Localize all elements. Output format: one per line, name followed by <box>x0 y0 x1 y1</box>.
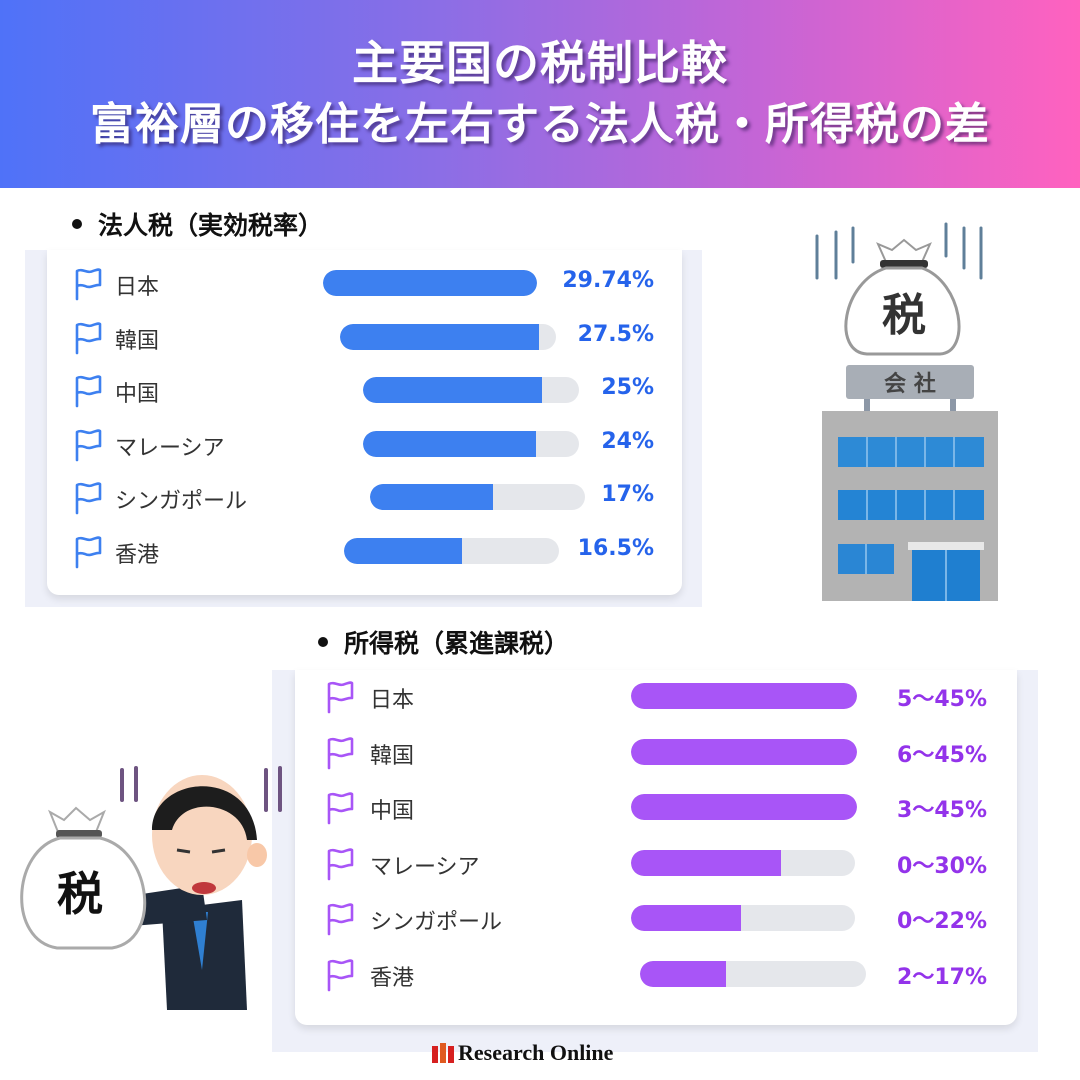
corporate-tax-title: 法人税（実効税率） <box>98 211 324 240</box>
value-label: 6〜45% <box>897 742 987 768</box>
country-label: 中国 <box>115 382 160 407</box>
country-label: シンガポール <box>370 910 503 935</box>
chart-row: 日本 5〜45% <box>295 676 1017 716</box>
bar-track <box>363 377 579 403</box>
bar-track <box>631 794 857 820</box>
bar-fill <box>631 905 741 931</box>
value-label: 0〜30% <box>897 853 987 879</box>
bar-fill <box>363 377 543 403</box>
country-label: マレーシア <box>370 854 480 880</box>
chart-row: 香港 16.5% <box>47 531 682 571</box>
corporate-tax-card: 日本 29.74% 韓国 27.5% 中国 25% マレーシア 24% シンガポール 17% 香港 1… <box>47 250 682 595</box>
bar-track <box>631 683 857 709</box>
bullet-icon <box>318 637 328 647</box>
svg-text:税: 税 <box>882 290 926 341</box>
value-label: 17% <box>601 482 654 507</box>
bar-track <box>631 905 855 931</box>
country-label: シンガポール <box>115 489 248 514</box>
flag-icon <box>325 736 355 770</box>
bar-track <box>344 537 559 564</box>
company-tax-illustration: 税 会 社 <box>812 222 1002 602</box>
bar-fill <box>631 794 857 820</box>
value-label: 29.74% <box>562 268 654 293</box>
country-label: 韓国 <box>370 743 415 769</box>
income-tax-panel: 日本 5〜45% 韓国 6〜45% 中国 3〜45% マレーシア 0〜30% シンガポール 0〜2… <box>272 670 1038 1052</box>
logo-mark-icon <box>432 1043 454 1063</box>
value-label: 2〜17% <box>897 964 987 990</box>
flag-icon <box>73 428 103 462</box>
flag-icon <box>73 321 103 355</box>
page-title: 主要国の税制比較 <box>352 36 728 90</box>
bar-track <box>323 270 537 296</box>
bar-fill <box>340 323 539 350</box>
svg-text:会 社: 会 社 <box>884 371 936 397</box>
country-label: 香港 <box>370 965 415 991</box>
value-label: 24% <box>601 428 654 454</box>
bar-fill <box>631 683 857 709</box>
corporate-tax-heading: 法人税（実効税率） <box>72 206 323 242</box>
chart-row: 韓国 27.5% <box>47 317 682 357</box>
country-label: 韓国 <box>115 328 160 354</box>
bar-fill <box>344 537 463 564</box>
bar-fill <box>323 270 537 296</box>
header-banner: 主要国の税制比較 富裕層の移住を左右する法人税・所得税の差 <box>0 0 1080 188</box>
bar-fill <box>370 484 493 510</box>
chart-row: 中国 25% <box>47 370 682 410</box>
logo-text: Research Online <box>458 1040 614 1065</box>
flag-icon <box>73 267 103 301</box>
chart-row: シンガポール 17% <box>47 477 682 517</box>
flag-icon <box>325 680 355 714</box>
value-label: 3〜45% <box>897 798 987 823</box>
country-label: マレーシア <box>115 435 225 461</box>
bar-fill <box>640 960 726 987</box>
chart-row: 中国 3〜45% <box>295 787 1017 827</box>
flag-icon <box>325 902 355 936</box>
bar-fill <box>363 430 536 457</box>
value-label: 16.5% <box>577 535 654 561</box>
research-online-logo: Research Online <box>432 1040 613 1066</box>
flag-icon <box>73 481 103 515</box>
bar-track <box>631 849 855 876</box>
income-tax-heading: 所得税（累進課税） <box>318 624 569 660</box>
flag-icon <box>325 791 355 825</box>
bar-track <box>640 960 866 987</box>
value-label: 27.5% <box>577 321 654 347</box>
svg-text:税: 税 <box>57 867 103 921</box>
chart-row: シンガポール 0〜22% <box>295 898 1017 938</box>
value-label: 5〜45% <box>897 687 987 712</box>
bar-track <box>340 323 556 350</box>
country-label: 香港 <box>115 542 160 568</box>
country-label: 日本 <box>370 688 415 713</box>
corporate-tax-panel: 日本 29.74% 韓国 27.5% 中国 25% マレーシア 24% シンガポール 17% 香港 1… <box>25 250 702 607</box>
flag-icon <box>73 374 103 408</box>
chart-row: 香港 2〜17% <box>295 954 1017 994</box>
country-label: 日本 <box>115 275 160 300</box>
taxpayer-illustration: 税 <box>12 760 282 1020</box>
chart-row: 日本 29.74% <box>47 263 682 303</box>
chart-row: 韓国 6〜45% <box>295 732 1017 772</box>
bar-fill <box>631 849 782 876</box>
chart-row: マレーシア 0〜30% <box>295 843 1017 883</box>
flag-icon <box>325 847 355 881</box>
value-label: 0〜22% <box>897 909 987 934</box>
flag-icon <box>325 958 355 992</box>
income-tax-title: 所得税（累進課税） <box>344 629 570 658</box>
country-label: 中国 <box>370 799 415 824</box>
chart-row: マレーシア 24% <box>47 424 682 464</box>
value-label: 25% <box>601 375 654 400</box>
page-subtitle: 富裕層の移住を左右する法人税・所得税の差 <box>90 99 990 150</box>
bar-track <box>370 484 585 510</box>
income-tax-card: 日本 5〜45% 韓国 6〜45% 中国 3〜45% マレーシア 0〜30% シンガポール 0〜2… <box>295 670 1017 1025</box>
bar-track <box>631 738 857 765</box>
flag-icon <box>73 535 103 569</box>
bar-track <box>363 430 579 457</box>
bar-fill <box>631 738 857 765</box>
bullet-icon <box>72 219 82 229</box>
